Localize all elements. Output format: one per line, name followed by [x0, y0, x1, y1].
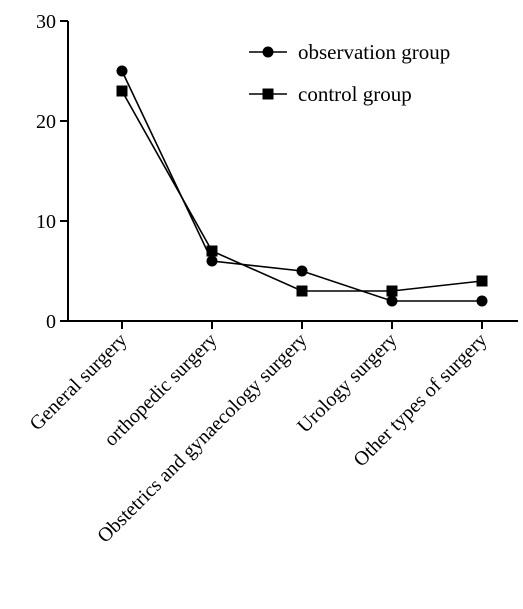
- data-point-circle: [386, 295, 398, 307]
- y-tick-label: 20: [36, 111, 56, 133]
- y-tick-label: 0: [46, 311, 56, 333]
- series-control-group: [116, 85, 488, 297]
- data-point-square: [116, 85, 128, 97]
- legend-label: observation group: [298, 40, 450, 64]
- data-point-square: [476, 275, 488, 287]
- data-point-square: [386, 285, 398, 297]
- legend-marker-square: [262, 88, 274, 100]
- legend-label: control group: [298, 82, 412, 106]
- data-point-circle: [116, 65, 128, 77]
- series-line: [121, 90, 483, 292]
- data-point-square: [206, 245, 218, 257]
- legend-marker-circle: [262, 46, 274, 58]
- y-tick-label: 30: [36, 11, 56, 33]
- data-point-square: [296, 285, 308, 297]
- data-point-circle: [206, 255, 218, 267]
- y-axis-ticks: 0 10 20 30: [36, 11, 68, 333]
- data-point-circle: [476, 295, 488, 307]
- y-tick-label: 10: [36, 211, 56, 233]
- data-point-circle: [296, 265, 308, 277]
- series-layer: [116, 65, 488, 307]
- axes: [67, 21, 518, 322]
- legend-item: control group: [249, 82, 412, 106]
- legend: observation group control group: [249, 40, 450, 106]
- legend-item: observation group: [249, 40, 450, 64]
